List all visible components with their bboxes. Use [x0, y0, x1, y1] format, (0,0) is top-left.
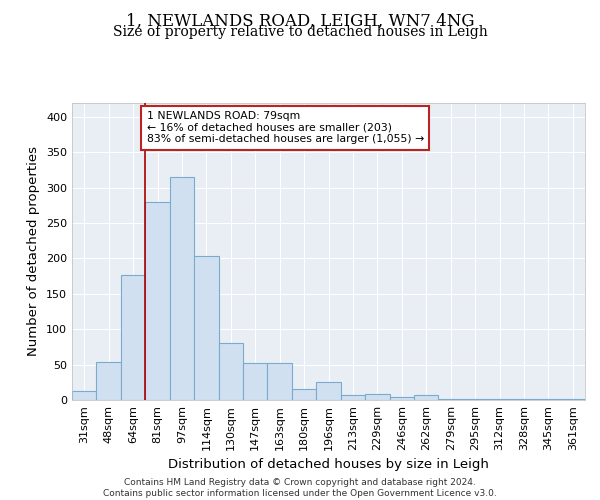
Bar — [97, 362, 121, 400]
Bar — [243, 363, 268, 400]
Bar — [292, 390, 316, 400]
Bar — [463, 398, 487, 400]
Bar — [365, 394, 389, 400]
Bar — [414, 395, 439, 400]
Text: Contains HM Land Registry data © Crown copyright and database right 2024.
Contai: Contains HM Land Registry data © Crown c… — [103, 478, 497, 498]
Bar — [121, 276, 145, 400]
Bar — [439, 398, 463, 400]
Bar — [218, 344, 243, 400]
X-axis label: Distribution of detached houses by size in Leigh: Distribution of detached houses by size … — [168, 458, 489, 471]
Bar — [316, 382, 341, 400]
Bar — [268, 363, 292, 400]
Bar — [72, 391, 97, 400]
Y-axis label: Number of detached properties: Number of detached properties — [28, 146, 40, 356]
Text: 1 NEWLANDS ROAD: 79sqm
← 16% of detached houses are smaller (203)
83% of semi-de: 1 NEWLANDS ROAD: 79sqm ← 16% of detached… — [146, 111, 424, 144]
Text: 1, NEWLANDS ROAD, LEIGH, WN7 4NG: 1, NEWLANDS ROAD, LEIGH, WN7 4NG — [126, 12, 474, 29]
Bar — [145, 202, 170, 400]
Text: Size of property relative to detached houses in Leigh: Size of property relative to detached ho… — [113, 25, 487, 39]
Bar — [170, 177, 194, 400]
Bar — [389, 397, 414, 400]
Bar — [194, 256, 218, 400]
Bar — [341, 395, 365, 400]
